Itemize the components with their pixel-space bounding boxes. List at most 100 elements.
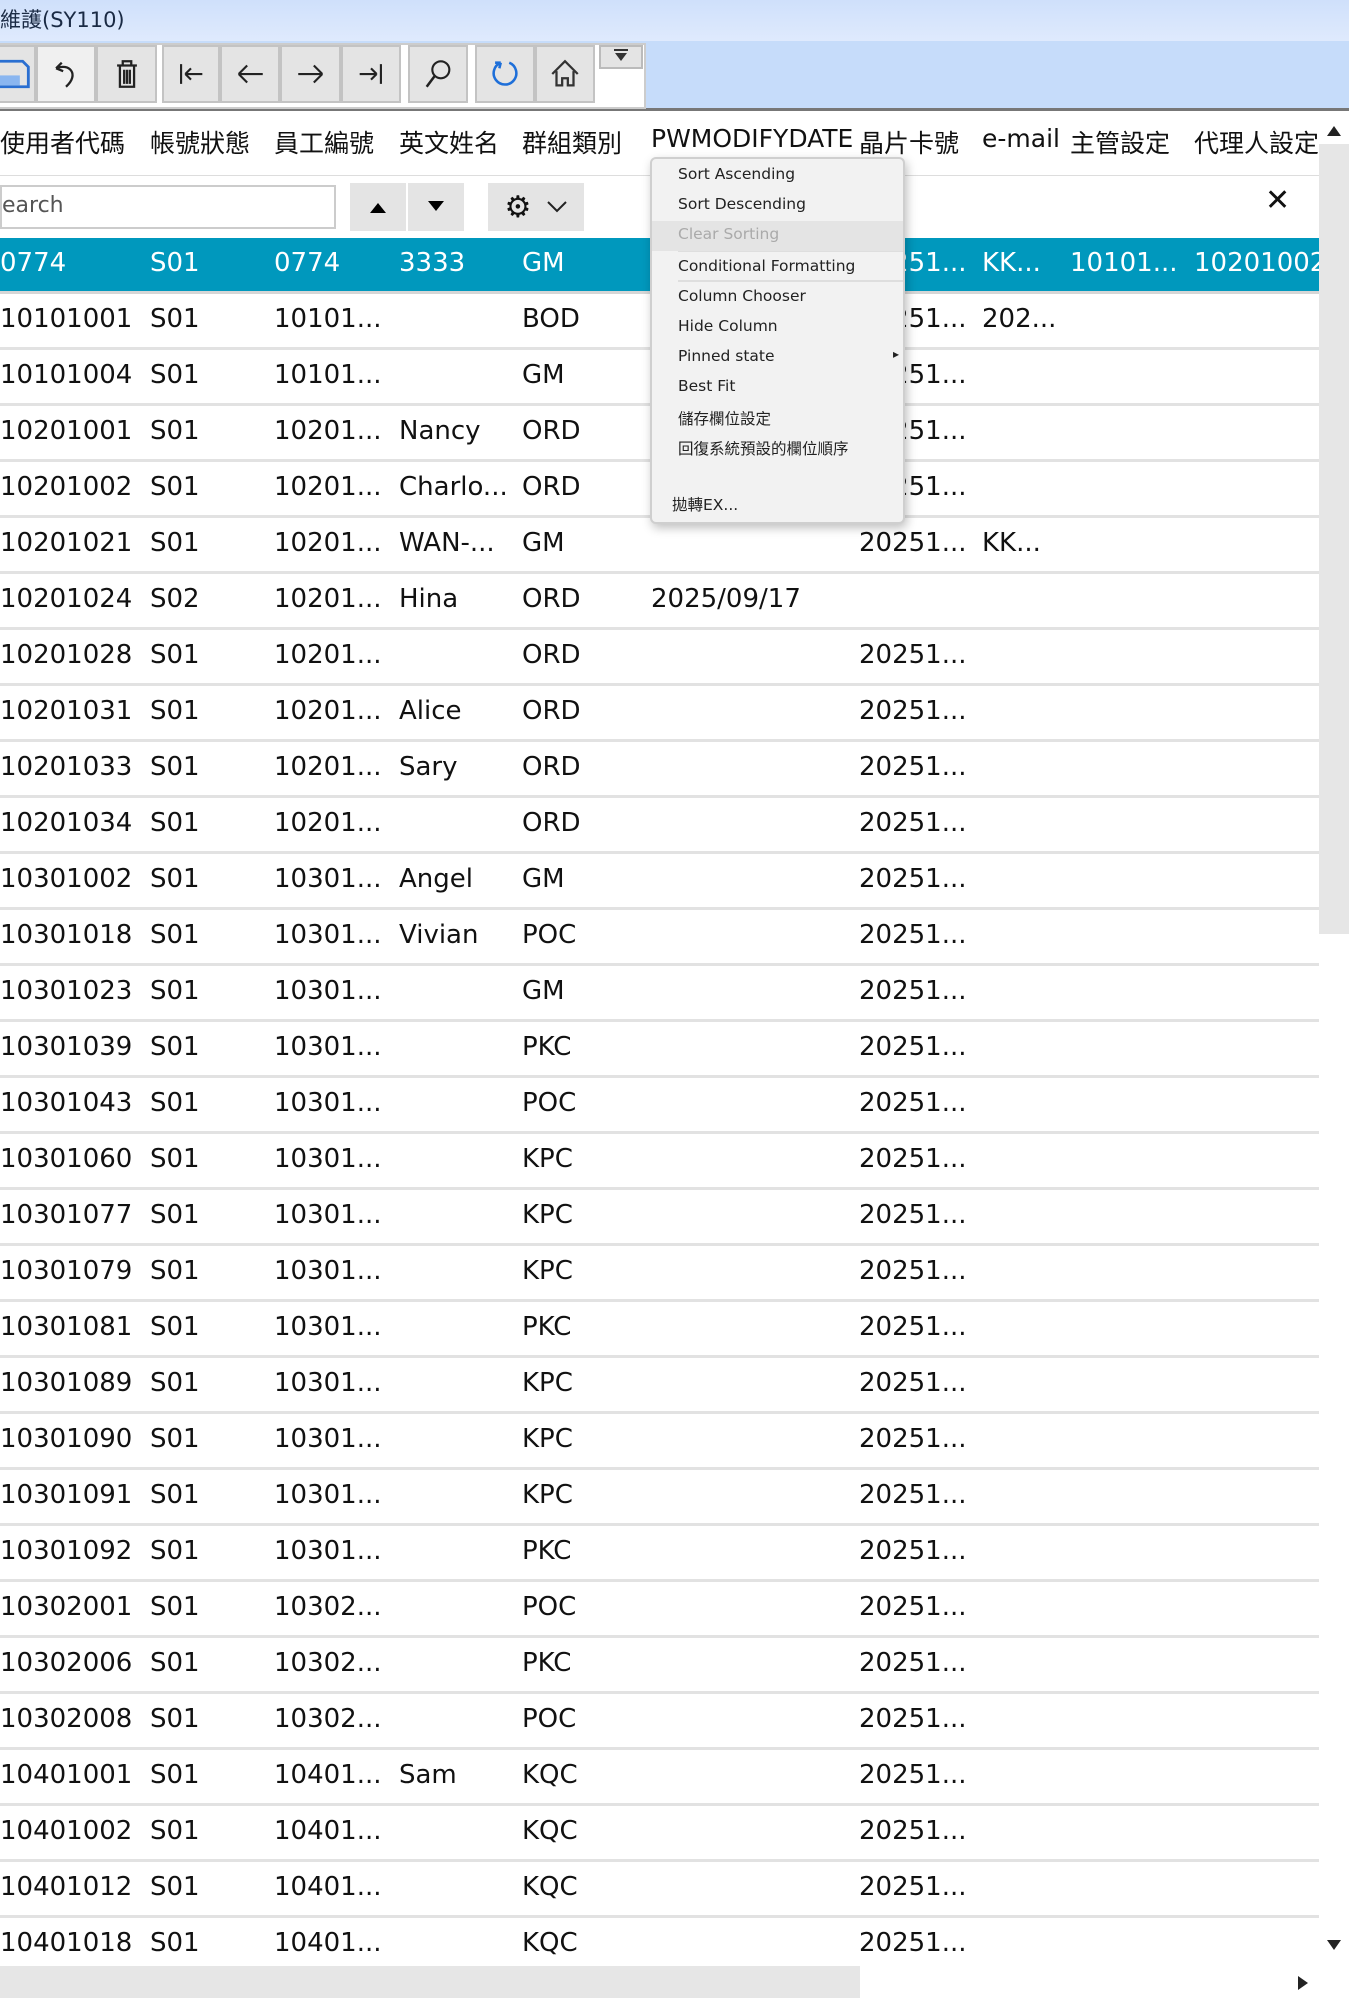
save-icon xyxy=(0,59,30,89)
table-cell: 10301... xyxy=(274,1536,382,1566)
table-row[interactable]: 10201034 S01 10201... ORD 20251... xyxy=(0,798,1319,854)
search-next-button[interactable] xyxy=(408,183,464,231)
table-cell: GM xyxy=(522,360,565,390)
table-cell: Sam xyxy=(399,1760,457,1790)
table-row[interactable]: 10301077 S01 10301... KPC 20251... xyxy=(0,1190,1319,1246)
table-cell: 20251... xyxy=(859,1256,967,1286)
table-cell: 10301039 xyxy=(0,1032,133,1062)
refresh-button[interactable] xyxy=(475,45,535,103)
column-header[interactable]: 帳號狀態 xyxy=(150,129,251,158)
search-input[interactable]: earch xyxy=(0,185,336,229)
table-row[interactable]: 10301039 S01 10301... PKC 20251... xyxy=(0,1022,1319,1078)
toolbar-overflow-button[interactable] xyxy=(599,45,643,69)
table-cell: 20251... xyxy=(859,864,967,894)
vertical-scrollbar-thumb[interactable] xyxy=(1319,144,1349,934)
table-cell: 20251... xyxy=(859,1704,967,1734)
close-search-button[interactable]: ✕ xyxy=(1265,183,1290,218)
delete-button[interactable] xyxy=(96,45,157,103)
vertical-scrollbar[interactable] xyxy=(1319,114,1349,1964)
table-cell: 20251... xyxy=(859,1200,967,1230)
search-previous-button[interactable] xyxy=(350,183,406,231)
table-row[interactable]: 10401012 S01 10401... KQC 20251... xyxy=(0,1862,1319,1918)
table-row[interactable]: 10201033 S01 10201... Sary ORD 20251... xyxy=(0,742,1319,798)
table-cell: S01 xyxy=(150,1424,200,1454)
menu-item[interactable]: Pinned state ▸ xyxy=(652,343,903,373)
table-row[interactable]: 10301090 S01 10301... KPC 20251... xyxy=(0,1414,1319,1470)
table-cell: 10301... xyxy=(274,1480,382,1510)
menu-item[interactable]: 回復系統預設的欄位順序 xyxy=(652,433,903,463)
previous-record-button[interactable] xyxy=(220,45,280,103)
table-row[interactable]: 10301002 S01 10301... Angel GM 20251... xyxy=(0,854,1319,910)
column-header[interactable]: 使用者代碼 xyxy=(0,129,126,158)
table-row[interactable]: 10301091 S01 10301... KPC 20251... xyxy=(0,1470,1319,1526)
table-row[interactable]: 10301023 S01 10301... GM 20251... xyxy=(0,966,1319,1022)
table-cell: 20251... xyxy=(859,1144,967,1174)
table-row[interactable]: 10302006 S01 10302... PKC 20251... xyxy=(0,1638,1319,1694)
table-cell: PKC xyxy=(522,1312,572,1342)
table-row[interactable]: 10401001 S01 10401... Sam KQC 20251... xyxy=(0,1750,1319,1806)
table-row[interactable]: 10201031 S01 10201... Alice ORD 20251... xyxy=(0,686,1319,742)
column-header[interactable]: 英文姓名 xyxy=(399,129,500,158)
table-row[interactable]: 10401002 S01 10401... KQC 20251... xyxy=(0,1806,1319,1862)
table-cell: 10302008 xyxy=(0,1704,133,1734)
first-record-button[interactable] xyxy=(162,45,220,103)
table-row[interactable]: 10301043 S01 10301... POC 20251... xyxy=(0,1078,1319,1134)
table-cell: 10301090 xyxy=(0,1424,133,1454)
table-row[interactable]: 10301079 S01 10301... KPC 20251... xyxy=(0,1246,1319,1302)
table-row[interactable]: 10301081 S01 10301... PKC 20251... xyxy=(0,1302,1319,1358)
column-header[interactable]: PWMODIFYDATE xyxy=(651,124,854,153)
table-row[interactable]: 10301089 S01 10301... KPC 20251... xyxy=(0,1358,1319,1414)
home-button[interactable] xyxy=(535,45,595,103)
table-row[interactable]: 10302008 S01 10302... POC 20251... xyxy=(0,1694,1319,1750)
last-record-button[interactable] xyxy=(341,45,401,103)
table-cell: 20251... xyxy=(859,1424,967,1454)
undo-button[interactable] xyxy=(36,45,96,103)
horizontal-scrollbar[interactable] xyxy=(0,1964,1349,1998)
menu-item[interactable]: Sort Ascending xyxy=(652,161,903,191)
search-settings-button[interactable]: ⚙ xyxy=(488,183,584,231)
menu-item[interactable]: Hide Column xyxy=(652,313,903,343)
menu-item[interactable]: 拋轉EX... xyxy=(652,489,903,519)
table-cell: 10301002 xyxy=(0,864,133,894)
table-cell: 20251... xyxy=(859,1816,967,1846)
menu-item-label: Sort Descending xyxy=(678,195,806,213)
table-cell: POC xyxy=(522,1592,577,1622)
next-record-button[interactable] xyxy=(280,45,341,103)
horizontal-scrollbar-thumb[interactable] xyxy=(0,1966,860,1998)
search-button[interactable] xyxy=(408,45,468,103)
table-cell: 10302... xyxy=(274,1648,382,1678)
column-header[interactable]: 晶片卡號 xyxy=(859,129,960,158)
save-button[interactable] xyxy=(0,45,36,103)
table-row[interactable]: 10301092 S01 10301... PKC 20251... xyxy=(0,1526,1319,1582)
table-row[interactable]: 10201021 S01 10201... WAN-... GM 20251... KK..… xyxy=(0,518,1319,574)
triangle-down-icon xyxy=(428,201,444,211)
window-title-bar: 維護(SY110) xyxy=(0,0,1349,41)
chevron-down-icon xyxy=(547,201,568,213)
table-row[interactable]: 10201028 S01 10201... ORD 20251... xyxy=(0,630,1319,686)
triangle-up-icon xyxy=(370,203,386,213)
menu-item[interactable]: Best Fit xyxy=(652,373,903,403)
menu-item[interactable]: 儲存欄位設定 xyxy=(652,403,903,433)
table-row[interactable]: 10302001 S01 10302... POC 20251... xyxy=(0,1582,1319,1638)
menu-item[interactable]: Conditional Formatting xyxy=(652,253,903,283)
table-row[interactable]: 10301060 S01 10301... KPC 20251... xyxy=(0,1134,1319,1190)
column-header[interactable]: 代理人設定 xyxy=(1194,129,1319,158)
column-header[interactable]: 主管設定 xyxy=(1070,129,1171,158)
table-row[interactable]: 10201024 S02 10201... Hina ORD 2025/09/17 xyxy=(0,574,1319,630)
column-header[interactable]: 員工編號 xyxy=(274,129,375,158)
table-cell: 10301081 xyxy=(0,1312,133,1342)
column-header[interactable]: 群組類別 xyxy=(522,129,623,158)
menu-item[interactable]: Column Chooser xyxy=(652,283,903,313)
table-cell: ORD xyxy=(522,584,581,614)
table-cell: KPC xyxy=(522,1480,573,1510)
toolbar xyxy=(0,41,1349,111)
menu-item[interactable]: Sort Descending xyxy=(652,191,903,221)
column-header[interactable]: e-mail xyxy=(982,124,1060,153)
menu-item-label: Best Fit xyxy=(678,377,736,395)
table-cell: 20251... xyxy=(859,640,967,670)
table-cell: 10401012 xyxy=(0,1872,133,1902)
table-cell: 20251... xyxy=(859,1760,967,1790)
table-row[interactable]: 10301018 S01 10301... Vivian POC 20251... xyxy=(0,910,1319,966)
table-cell: 10301... xyxy=(274,1200,382,1230)
table-cell: 20251... xyxy=(859,1032,967,1062)
